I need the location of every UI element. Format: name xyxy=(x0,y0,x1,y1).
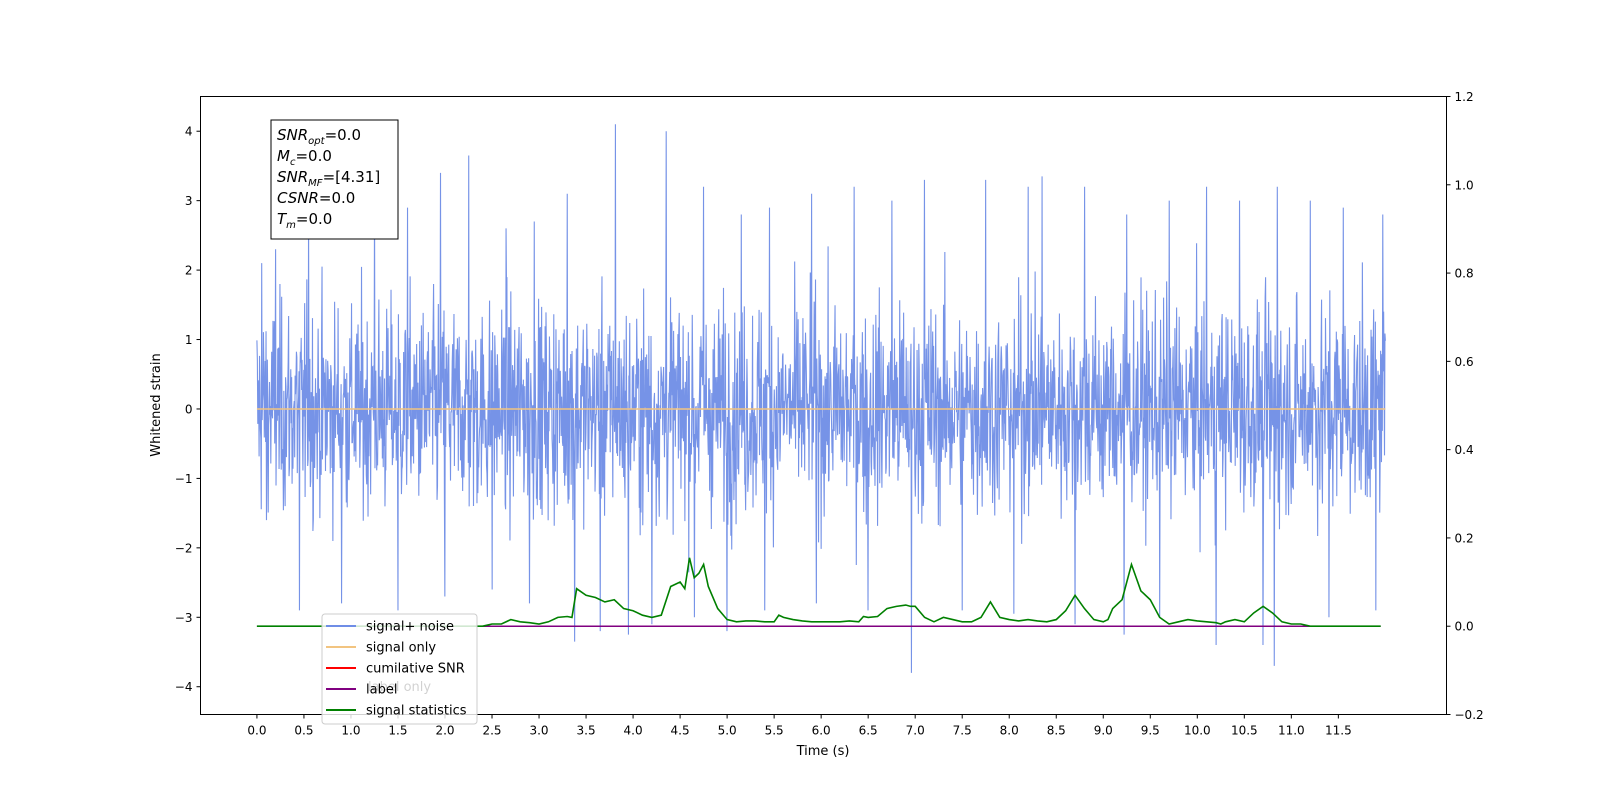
legend-label: label xyxy=(366,683,397,698)
x-axis-label: Time (s) xyxy=(796,744,850,759)
x-tick-label: 7.5 xyxy=(953,724,972,738)
x-tick-label: 6.5 xyxy=(859,724,878,738)
y2-tick-label: −0.2 xyxy=(1455,708,1484,722)
x-tick-label: 4.0 xyxy=(624,724,643,738)
x-tick-label: 6.0 xyxy=(812,724,831,738)
x-tick-label: 5.5 xyxy=(765,724,784,738)
x-tick-label: 1.5 xyxy=(388,724,407,738)
legend-label: cumilative SNR xyxy=(366,662,465,677)
y-tick-label: 2 xyxy=(185,264,193,278)
series-signal-noise xyxy=(256,124,1386,673)
x-tick-label: 11.0 xyxy=(1278,724,1305,738)
x-tick-label: 8.0 xyxy=(1000,724,1019,738)
y2-tick-label: 0.6 xyxy=(1455,355,1474,369)
annotation-line: SNRMF=[4.31] xyxy=(277,168,380,189)
y-tick-label: −1 xyxy=(175,472,193,486)
x-tick-label: 0.0 xyxy=(247,724,266,738)
x-tick-label: 0.5 xyxy=(294,724,313,738)
annotation-line: Tm=0.0 xyxy=(277,210,332,231)
y-tick-label: 3 xyxy=(185,194,193,208)
x-tick-label: 3.5 xyxy=(577,724,596,738)
y2-tick-label: 0.4 xyxy=(1455,443,1474,457)
y-axis-label: Whitened strain xyxy=(149,353,164,456)
annotation-line: Mc=0.0 xyxy=(277,147,332,168)
legend-label: signal+ noise xyxy=(366,620,454,635)
y2-tick-label: 0.8 xyxy=(1455,267,1474,281)
y-tick-label: −4 xyxy=(175,680,193,694)
x-tick-label: 11.5 xyxy=(1325,724,1352,738)
x-tick-label: 9.5 xyxy=(1141,724,1160,738)
y-tick-label: 4 xyxy=(185,125,193,139)
x-tick-label: 7.0 xyxy=(906,724,925,738)
x-tick-label: 10.5 xyxy=(1231,724,1258,738)
legend-label: signal statistics xyxy=(366,704,467,719)
annotation-line: CSNR=0.0 xyxy=(277,189,355,207)
series-signal-statistics xyxy=(256,557,1381,628)
y2-tick-label: 0.2 xyxy=(1455,531,1474,545)
x-tick-label: 10.0 xyxy=(1184,724,1211,738)
x-tick-label: 5.0 xyxy=(718,724,737,738)
y2-tick-label: 1.0 xyxy=(1455,178,1474,192)
x-tick-label: 9.0 xyxy=(1094,724,1113,738)
x-tick-label: 3.0 xyxy=(529,724,548,738)
y2-tick-label: 1.2 xyxy=(1455,90,1474,104)
y-tick-label: −2 xyxy=(175,541,193,555)
x-tick-label: 1.0 xyxy=(341,724,360,738)
annotation-box xyxy=(270,119,399,240)
x-tick-label: 2.0 xyxy=(435,724,454,738)
y-tick-label: −3 xyxy=(175,611,193,625)
legend-box xyxy=(321,613,478,725)
y-tick-label: 1 xyxy=(185,333,193,347)
x-tick-label: 8.5 xyxy=(1047,724,1066,738)
x-tick-label: 2.5 xyxy=(482,724,501,738)
plot-frame xyxy=(200,96,1447,715)
y2-tick-label: 0.0 xyxy=(1455,620,1474,634)
y-tick-label: 0 xyxy=(185,402,193,416)
annotation-line: SNRopt=0.0 xyxy=(277,126,361,147)
legend-label: signal only xyxy=(366,641,436,656)
x-tick-label: 4.5 xyxy=(671,724,690,738)
